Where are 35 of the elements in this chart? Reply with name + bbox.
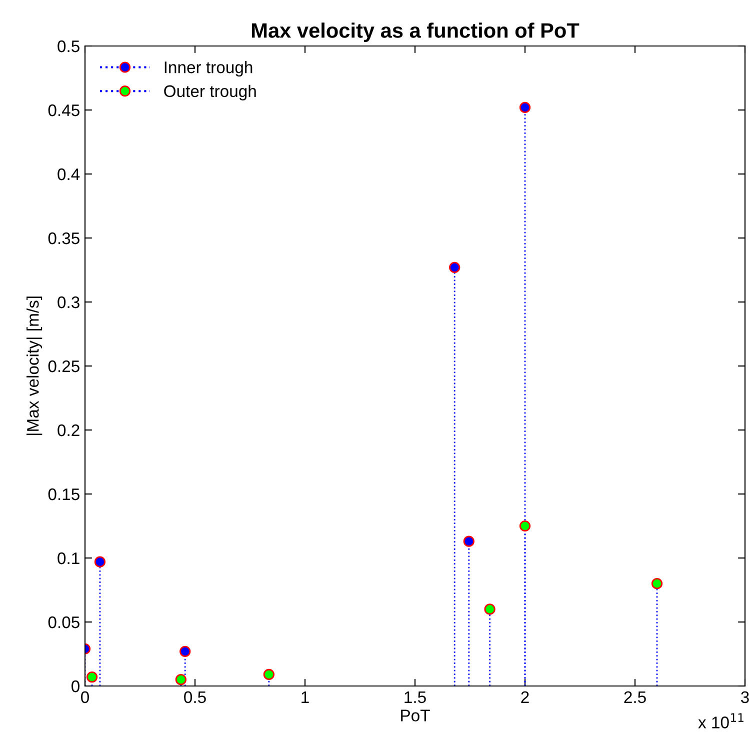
x-tick-label: 1: [302, 691, 309, 703]
point: [86, 671, 98, 683]
point: [263, 668, 274, 680]
y-tick-label: 0.3: [58, 296, 80, 308]
legend-label: Inner trough: [164, 61, 252, 77]
point: [484, 604, 496, 615]
y-tick-label: 0.45: [48, 104, 80, 116]
y-tick-label: 0.4: [58, 168, 80, 180]
point: [463, 536, 474, 547]
point: [519, 102, 531, 113]
y-tick-label: 0.25: [48, 360, 80, 372]
x-tick-label: 0: [81, 691, 89, 704]
y-tick-label: 0.35: [48, 232, 80, 244]
point: [651, 578, 663, 590]
point: [449, 262, 460, 273]
y-tick-label: 0.2: [58, 424, 80, 436]
chart-title: Max velocity as a function of PoT: [252, 22, 580, 42]
y-tick-label: 0.15: [48, 488, 80, 500]
y-tick-label: 0: [72, 680, 80, 692]
point: [180, 646, 191, 657]
point: [175, 674, 186, 686]
point: [519, 520, 531, 532]
y-tick-label: 0.5: [58, 40, 80, 52]
legend-label: Outer trough: [164, 84, 256, 100]
x-tick-label: 1.5: [404, 691, 426, 704]
x-axis-title: PoT: [401, 710, 430, 722]
point: [94, 556, 106, 568]
y-tick-label: 0.1: [58, 552, 80, 564]
x-tick-label: 0.5: [184, 691, 206, 704]
y-axis-title: |Max velocity| [m/s]: [26, 296, 42, 436]
text: x 10$^{11}$: [698, 713, 744, 728]
x-tick-label: 3: [741, 691, 749, 704]
y-tick-label: 0.05: [48, 616, 80, 628]
x-tick-label: 2.5: [624, 691, 646, 704]
x-tick-label: 2: [521, 691, 529, 703]
